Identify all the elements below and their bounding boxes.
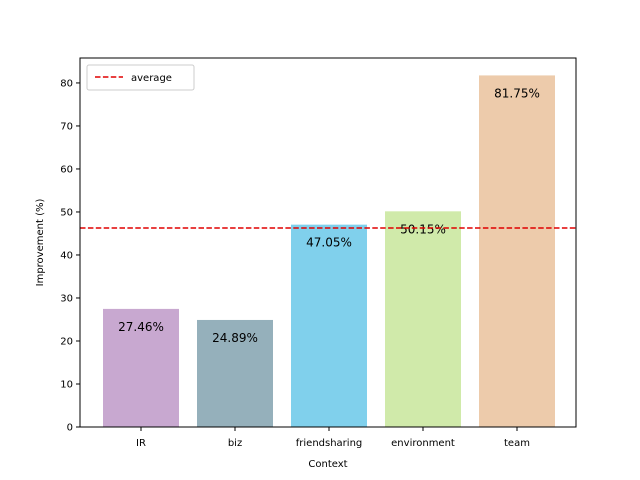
bars-layer — [103, 75, 555, 427]
y-tick-label-50: 50 — [60, 207, 73, 218]
bar-labels-layer: 27.46% 24.89% 47.05% 50.15% 81.75% — [118, 86, 540, 345]
y-axis: 0 10 20 30 40 50 60 70 80 — [60, 78, 80, 434]
y-tick-label-30: 30 — [60, 293, 73, 304]
bar-biz — [197, 319, 273, 427]
y-tick-label-10: 10 — [60, 379, 73, 390]
y-tick-label-80: 80 — [60, 78, 73, 89]
x-axis-title: Context — [308, 459, 347, 470]
bar-team — [479, 75, 555, 427]
y-axis-title: Improvement (%) — [35, 199, 46, 287]
bar-IR — [103, 308, 179, 427]
plot-frame — [79, 57, 577, 428]
bar-environment — [385, 211, 461, 427]
x-tick-label-environment: environment — [391, 438, 455, 449]
bar-value-label-biz: 24.89% — [212, 331, 258, 345]
y-tick-label-0: 0 — [67, 423, 73, 434]
x-tick-label-team: team — [504, 438, 530, 449]
legend: average — [86, 64, 195, 91]
y-tick-label-20: 20 — [60, 336, 73, 347]
legend-box — [86, 64, 195, 91]
bar-value-label-environment: 50.15% — [400, 222, 446, 236]
y-tick-label-40: 40 — [60, 250, 73, 261]
y-tick-label-60: 60 — [60, 164, 73, 175]
bar-value-label-friendsharing: 47.05% — [306, 236, 352, 250]
bar-value-label-team: 81.75% — [494, 86, 540, 100]
x-axis: IR biz friendsharing environment team — [136, 427, 530, 449]
bar-value-label-IR: 27.46% — [118, 320, 164, 334]
bar-friendsharing — [291, 224, 367, 427]
x-tick-label-biz: biz — [228, 438, 242, 449]
x-tick-label-friendsharing: friendsharing — [296, 438, 363, 449]
legend-label-average: average — [131, 73, 172, 84]
x-tick-label-IR: IR — [136, 438, 146, 449]
y-tick-label-70: 70 — [60, 121, 73, 132]
